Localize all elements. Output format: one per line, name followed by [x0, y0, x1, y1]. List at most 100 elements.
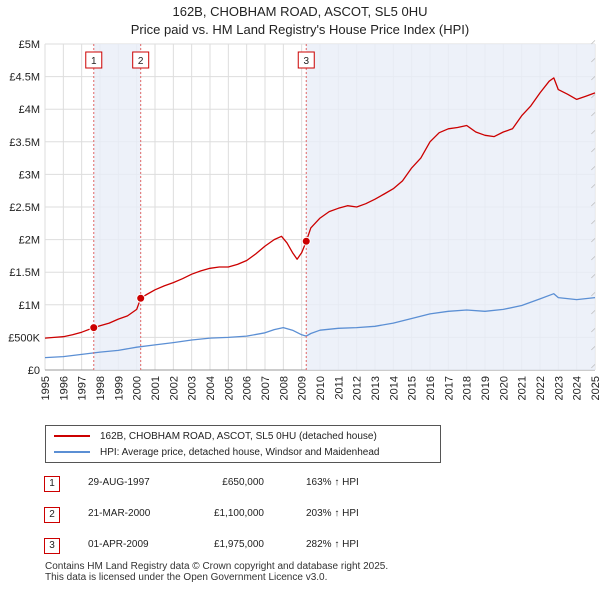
x-tick-label: 1999	[113, 376, 125, 400]
transaction-point-2	[136, 293, 146, 303]
x-tick-label: 1998	[95, 376, 107, 400]
chart-annotations: 1 2 3	[85, 44, 315, 370]
y-axis-labels: £0 £500K £1M £1.5M £2M £2.5M £3M £3.5M £4M £4.5M £…	[8, 39, 40, 377]
transaction-hpi: 282% ↑ HPI	[306, 539, 359, 550]
transaction-row: 2 21-MAR-2000 £1,100,000 203% ↑ HPI	[44, 507, 544, 523]
x-tick-label: 2020	[498, 376, 510, 400]
x-tick-label: 2014	[388, 376, 400, 400]
x-tick-label: 2010	[315, 376, 327, 400]
y-tick-label: £4M	[19, 104, 40, 116]
transaction-price: £1,100,000	[213, 508, 264, 519]
future-hatch	[591, 166, 596, 171]
x-tick-label: 2016	[425, 376, 437, 400]
y-tick-label: £4.5M	[9, 72, 40, 84]
transaction-hpi: 163% ↑ HPI	[306, 477, 359, 488]
annotation-label-3: 3	[303, 56, 309, 67]
x-tick-label: 2001	[150, 376, 162, 400]
footer-attribution: Contains HM Land Registry data © Crown c…	[45, 561, 388, 583]
future-hatch	[591, 382, 596, 387]
future-hatch	[591, 202, 596, 207]
x-tick-label: 2012	[352, 376, 364, 400]
future-hatch	[591, 310, 596, 315]
transaction-marker-3: 3	[44, 538, 60, 554]
x-tick-label: 2000	[132, 376, 144, 400]
transaction-point-1	[89, 323, 99, 333]
x-tick-label: 2008	[278, 376, 290, 400]
future-hatch	[591, 346, 596, 351]
x-tick-label: 2025	[590, 376, 600, 400]
legend-label-hpi: HPI: Average price, detached house, Wind…	[100, 446, 380, 458]
transaction-row: 3 01-APR-2009 £1,975,000 282% ↑ HPI	[44, 538, 544, 554]
transaction-marker-1: 1	[44, 476, 60, 492]
chart-subtitle: Price paid vs. HM Land Registry's House …	[130, 22, 470, 37]
future-hatch	[591, 58, 596, 63]
transaction-date: 01-APR-2009	[88, 539, 149, 550]
x-tick-label: 2013	[370, 376, 382, 400]
annotation-box-3	[297, 51, 315, 69]
future-hatch	[591, 94, 596, 99]
transaction-price: £1,975,000	[213, 539, 264, 550]
y-tick-label: £2.5M	[9, 202, 40, 214]
future-hatch	[591, 112, 596, 117]
transaction-price: £650,000	[222, 477, 264, 488]
x-tick-label: 2002	[168, 376, 180, 400]
x-tick-label: 2007	[260, 376, 272, 400]
future-hatch	[591, 148, 596, 153]
x-tick-label: 2015	[407, 376, 419, 400]
transaction-date: 29-AUG-1997	[88, 477, 150, 488]
transaction-point-3	[301, 236, 311, 246]
transaction-row: 1 29-AUG-1997 £650,000 163% ↑ HPI	[44, 476, 544, 492]
future-hatch	[591, 76, 596, 81]
transaction-marker-2: 2	[44, 507, 60, 523]
transaction-hpi: 203% ↑ HPI	[306, 508, 359, 519]
x-tick-label: 2017	[443, 376, 455, 400]
x-tick-label: 2021	[517, 376, 529, 400]
price-chart: £0 £500K £1M £1.5M £2M £2.5M £3M £3.5M £4M £4.5M £…	[8, 39, 600, 400]
legend-label-property: 162B, CHOBHAM ROAD, ASCOT, SL5 0HU (deta…	[100, 430, 377, 442]
future-hatch	[591, 220, 596, 225]
chart-legend: 162B, CHOBHAM ROAD, ASCOT, SL5 0HU (deta…	[45, 425, 441, 463]
future-hatch	[591, 40, 596, 45]
y-tick-label: £1M	[19, 300, 40, 312]
transaction-date: 21-MAR-2000	[88, 508, 151, 519]
y-tick-label: £3M	[19, 169, 40, 181]
x-tick-label: 1996	[58, 376, 70, 400]
annotation-box-2	[132, 51, 150, 69]
y-tick-label: £0	[28, 365, 40, 377]
future-hatch	[591, 256, 596, 261]
ownership-band	[93, 44, 141, 370]
legend-swatch-red	[54, 435, 90, 437]
footer-line-1: Contains HM Land Registry data © Crown c…	[45, 561, 389, 572]
future-hatch	[591, 130, 596, 135]
legend-item-hpi: HPI: Average price, detached house, Wind…	[54, 444, 379, 460]
ownership-band	[306, 44, 595, 370]
future-hatch	[591, 184, 596, 189]
future-hatch	[591, 238, 596, 243]
annotation-box-1	[85, 51, 103, 69]
x-tick-label: 2023	[553, 376, 565, 400]
x-tick-label: 1997	[77, 376, 89, 400]
series-line-hpi	[44, 293, 596, 359]
x-tick-label: 2024	[572, 376, 584, 400]
chart-title: 162B, CHOBHAM ROAD, ASCOT, SL5 0HU	[172, 4, 428, 19]
y-tick-label: £5M	[19, 39, 40, 51]
legend-item-property: 162B, CHOBHAM ROAD, ASCOT, SL5 0HU (deta…	[54, 428, 377, 444]
future-hatch	[591, 274, 596, 279]
footer-line-2: This data is licensed under the Open Gov…	[45, 572, 328, 583]
x-axis-labels: 1995 1996 1997 1998 1999 2000 2001 2002 2003 2004…	[40, 376, 600, 400]
y-tick-label: £3.5M	[9, 137, 40, 149]
y-tick-label: £500K	[8, 332, 40, 344]
annotation-label-1: 1	[91, 56, 97, 67]
x-tick-label: 2019	[480, 376, 492, 400]
x-tick-label: 2011	[333, 376, 345, 400]
annotation-label-2: 2	[138, 56, 144, 67]
future-hatch	[591, 328, 596, 333]
x-tick-label: 2003	[187, 376, 199, 400]
x-tick-label: 2006	[242, 376, 254, 400]
y-tick-label: £2M	[19, 235, 40, 247]
future-hatch	[591, 364, 596, 369]
x-tick-label: 2005	[223, 376, 235, 400]
legend-swatch-blue	[54, 451, 90, 453]
x-tick-label: 1995	[40, 376, 52, 400]
x-tick-label: 2004	[205, 376, 217, 400]
